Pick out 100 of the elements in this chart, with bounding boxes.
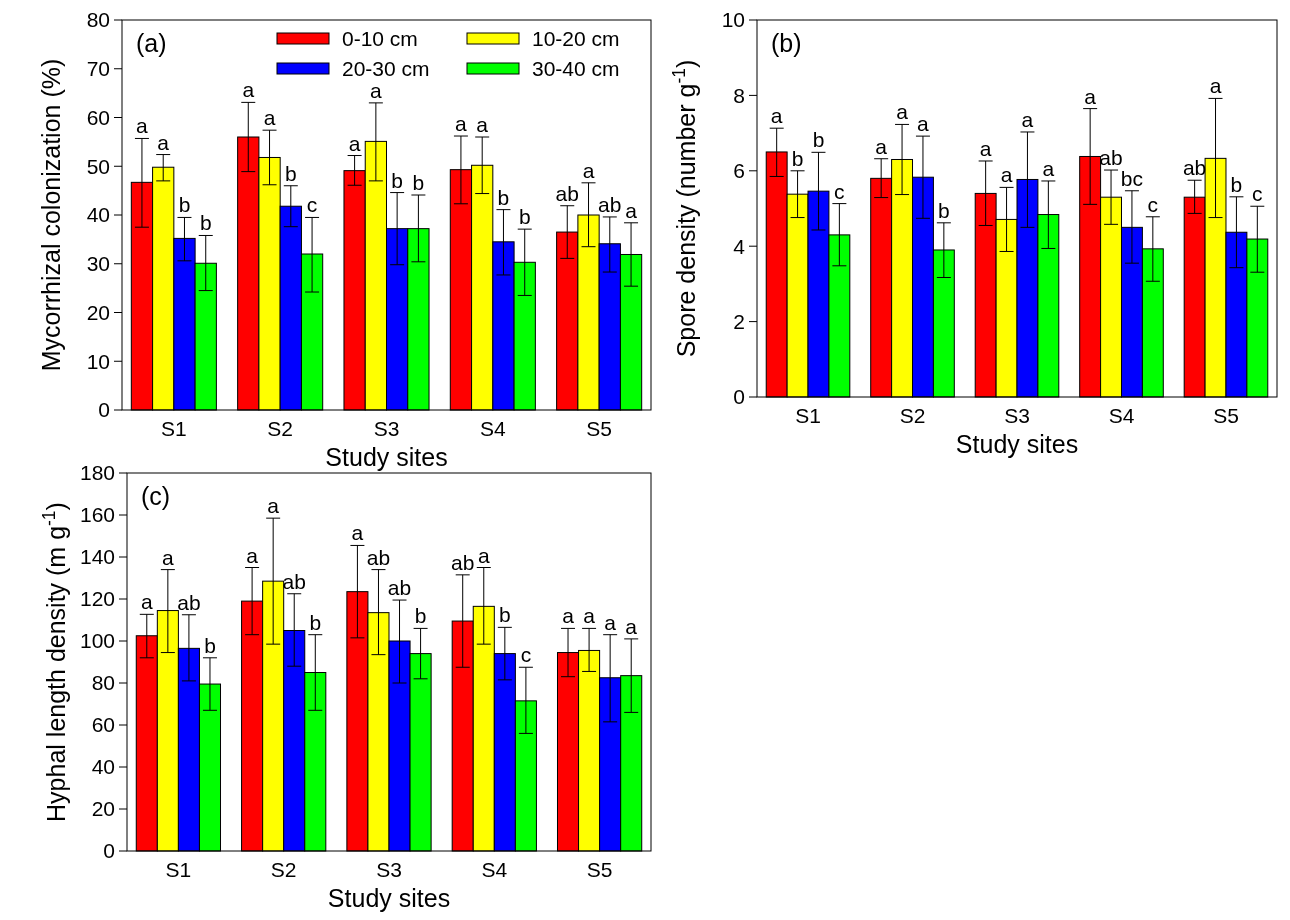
legend-label: 10-20 cm	[532, 27, 620, 50]
y-tick-label: 40	[91, 755, 115, 779]
data-label: a	[370, 78, 383, 102]
data-label: ab	[366, 545, 391, 569]
x-tick-label: S4	[479, 417, 506, 440]
chart-title: (a)	[136, 29, 167, 57]
data-label: a	[242, 78, 255, 102]
x-tick-label: S4	[481, 858, 508, 881]
y-tick-label: 80	[86, 8, 110, 32]
y-tick-label: 80	[91, 671, 115, 695]
y-tick-label: 0	[733, 385, 745, 409]
data-label: b	[791, 146, 804, 170]
data-label: a	[625, 614, 638, 638]
data-label: b	[518, 205, 531, 229]
y-tick-label: 6	[733, 159, 745, 183]
data-label: a	[476, 113, 489, 136]
data-label: c	[1147, 192, 1159, 216]
data-label: a	[875, 134, 888, 158]
data-label: a	[477, 543, 490, 567]
y-tick-label: 100	[79, 629, 115, 653]
x-tick-label: S5	[586, 858, 613, 881]
data-label: a	[604, 610, 617, 634]
data-label: a	[1084, 84, 1097, 108]
data-label: ab	[1099, 146, 1123, 170]
data-label: b	[938, 198, 950, 222]
data-label: b	[391, 168, 403, 192]
data-label: ab	[598, 192, 622, 216]
y-tick-label: 0	[103, 839, 115, 863]
data-label: b	[204, 633, 216, 657]
data-label: a	[246, 543, 259, 567]
data-label: a	[140, 590, 153, 614]
data-label: b	[414, 604, 427, 628]
x-axis-title: Study sites	[325, 443, 448, 471]
y-tick-label: 10	[86, 349, 110, 373]
data-label: ab	[387, 576, 412, 600]
data-label: b	[412, 171, 425, 195]
data-label: b	[812, 128, 825, 152]
y-tick-label: 8	[733, 83, 745, 107]
chart-title: (c)	[141, 482, 171, 510]
y-tick-label: 120	[79, 587, 115, 611]
y-tick-label: 20	[91, 797, 115, 821]
data-label: a	[267, 494, 280, 518]
y-tick-label: 50	[86, 154, 110, 178]
y-tick-label: 160	[79, 503, 115, 527]
data-label: a	[162, 545, 175, 569]
y-tick-label: 140	[79, 545, 115, 569]
data-label: a	[1000, 163, 1013, 187]
data-label: b	[178, 193, 191, 217]
data-label: a	[896, 100, 909, 124]
x-tick-label: S1	[165, 858, 192, 881]
data-label: a	[455, 112, 468, 136]
data-label: a	[157, 130, 170, 154]
data-label: a	[770, 104, 783, 128]
data-label: b	[1230, 172, 1243, 196]
x-tick-label: S2	[267, 417, 294, 440]
x-tick-label: S1	[795, 404, 821, 427]
y-tick-label: 20	[86, 300, 110, 324]
data-label: a	[263, 106, 276, 130]
data-label: a	[979, 137, 992, 160]
x-axis-title: Study sites	[955, 430, 1079, 458]
y-tick-label: 180	[79, 461, 115, 485]
x-tick-label: S5	[586, 417, 612, 440]
y-tick-label: 4	[733, 234, 746, 258]
y-tick-label: 10	[721, 8, 745, 32]
legend-label: 20-30 cm	[342, 57, 430, 80]
data-label: a	[351, 521, 364, 545]
y-tick-label: 60	[91, 713, 115, 737]
y-tick-label: 2	[733, 309, 745, 333]
data-label: a	[136, 114, 149, 138]
data-label: ab	[177, 590, 201, 614]
data-label: c	[520, 643, 532, 667]
y-tick-label: 60	[86, 105, 110, 129]
y-tick-label: 30	[86, 252, 110, 276]
data-label: ab	[451, 550, 475, 574]
x-tick-label: S3	[376, 858, 402, 881]
data-label: b	[497, 185, 510, 209]
data-label: a	[1021, 107, 1034, 131]
legend-label: 0-10 cm	[342, 27, 418, 50]
chart-title: (b)	[771, 29, 802, 57]
legend-label: 30-40 cm	[532, 57, 620, 80]
x-tick-label: S2	[899, 404, 926, 427]
data-label: a	[625, 198, 638, 222]
data-label: a	[1209, 74, 1222, 98]
data-label: a	[1042, 156, 1055, 180]
x-tick-label: S1	[161, 417, 187, 440]
y-tick-label: 40	[86, 203, 110, 227]
data-label: a	[562, 604, 575, 628]
data-label: b	[284, 161, 297, 185]
data-label: b	[199, 211, 212, 235]
data-label: a	[583, 604, 596, 628]
x-tick-label: S5	[1213, 404, 1239, 427]
data-label: b	[309, 610, 322, 634]
data-label: a	[917, 112, 930, 136]
y-tick-label: 0	[98, 398, 110, 422]
data-label: a	[348, 131, 361, 155]
x-tick-label: S3	[1004, 404, 1030, 427]
data-label: c	[1252, 182, 1263, 206]
data-label: bc	[1120, 166, 1144, 190]
data-label: c	[834, 179, 845, 203]
x-tick-label: S3	[373, 417, 400, 440]
